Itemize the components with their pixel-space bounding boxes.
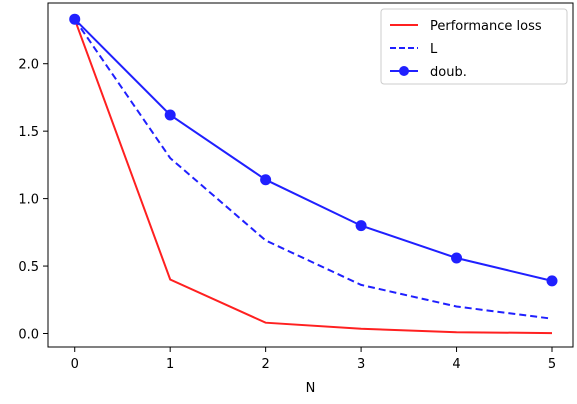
y-tick-label: 2.0 <box>18 58 39 73</box>
x-tick-label: 3 <box>357 357 365 372</box>
legend-box <box>380 8 568 85</box>
x-tick-label: 1 <box>166 357 174 372</box>
legend-label-doub: doub. <box>430 65 467 80</box>
x-axis-label: N <box>306 381 316 396</box>
plot-layer <box>69 13 558 335</box>
x-tick-label: 4 <box>452 357 460 372</box>
series-line-doub <box>73 18 553 282</box>
series-line-performance-loss <box>73 18 553 335</box>
legend-marker-doub <box>399 66 409 76</box>
legend-label-performance-loss: Performance loss <box>430 19 542 34</box>
series-point-doub <box>355 220 367 232</box>
axes-frame <box>47 2 574 348</box>
x-tick-label: 0 <box>71 357 79 372</box>
x-tick-label: 5 <box>548 357 556 372</box>
y-tick-label: 0.5 <box>18 260 39 275</box>
y-tick-label: 0.0 <box>18 328 39 343</box>
y-tick-label: 1.0 <box>18 193 39 208</box>
x-tick-label: 2 <box>261 357 269 372</box>
y-tick-label: 1.5 <box>18 125 39 140</box>
series-point-doub <box>260 174 272 186</box>
series-point-doub <box>451 252 463 264</box>
series-point-doub <box>546 275 558 287</box>
ticks-layer: 0 1 2 3 4 5 0.0 0.5 1.0 1.5 2.0 <box>18 58 556 372</box>
series-line-l <box>73 18 553 320</box>
legend-label-l: L <box>430 42 438 57</box>
series-point-doub <box>164 109 176 121</box>
series-point-doub <box>69 13 81 25</box>
